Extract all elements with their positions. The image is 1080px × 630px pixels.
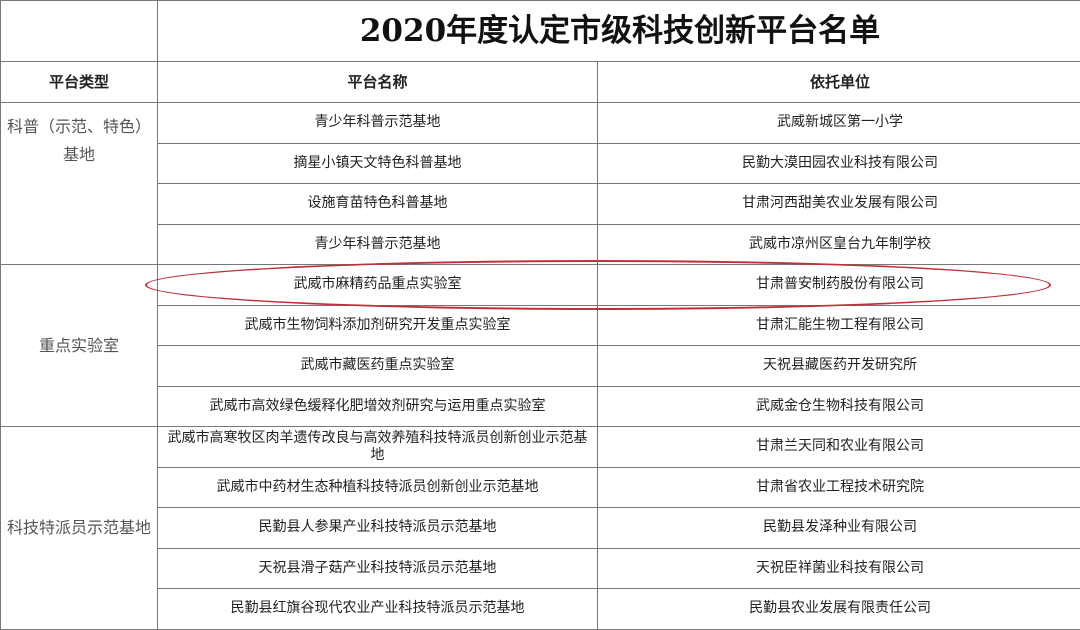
platform-name-cell: 民勤县红旗谷现代农业产业科技特派员示范基地 [158,589,598,630]
host-organization-cell: 武威市凉州区皇台九年制学校 [598,224,1080,265]
host-organization-cell: 甘肃普安制药股份有限公司 [598,265,1080,306]
table-row: 设施育苗特色科普基地甘肃河西甜美农业发展有限公司 [1,184,1080,225]
platform-name-cell: 设施育苗特色科普基地 [158,184,598,225]
host-organization-cell: 民勤县发泽种业有限公司 [598,508,1080,549]
platform-name-cell: 武威市中药材生态种植科技特派员创新创业示范基地 [158,467,598,508]
title-row: 2020年度认定市级科技创新平台名单 [1,1,1080,62]
host-organization-cell: 天祝县藏医药开发研究所 [598,346,1080,387]
platform-name-cell: 武威市生物饲料添加剂研究开发重点实验室 [158,305,598,346]
platform-name-cell: 摘星小镇天文特色科普基地 [158,143,598,184]
platform-name-cell: 天祝县滑子菇产业科技特派员示范基地 [158,548,598,589]
category-cell: 科普（示范、特色）基地 [1,103,158,265]
header-host-organization: 依托单位 [598,62,1080,103]
table-row: 天祝县滑子菇产业科技特派员示范基地天祝臣祥菌业科技有限公司 [1,548,1080,589]
host-organization-cell: 武威金仓生物科技有限公司 [598,386,1080,427]
platform-name-cell: 民勤县人参果产业科技特派员示范基地 [158,508,598,549]
platform-name-cell: 青少年科普示范基地 [158,103,598,144]
host-organization-cell: 武威新城区第一小学 [598,103,1080,144]
host-organization-cell: 甘肃汇能生物工程有限公司 [598,305,1080,346]
table-row: 武威市高效绿色缓释化肥增效剂研究与运用重点实验室武威金仓生物科技有限公司 [1,386,1080,427]
host-organization-cell: 甘肃河西甜美农业发展有限公司 [598,184,1080,225]
platform-name-cell: 武威市高寒牧区肉羊遗传改良与高效养殖科技特派员创新创业示范基地 [158,427,598,468]
host-organization-cell: 甘肃省农业工程技术研究院 [598,467,1080,508]
table-row: 摘星小镇天文特色科普基地民勤大漠田园农业科技有限公司 [1,143,1080,184]
table-row: 青少年科普示范基地武威市凉州区皇台九年制学校 [1,224,1080,265]
table-row: 武威市中药材生态种植科技特派员创新创业示范基地甘肃省农业工程技术研究院 [1,467,1080,508]
category-cell: 重点实验室 [1,265,158,427]
table-row: 民勤县人参果产业科技特派员示范基地民勤县发泽种业有限公司 [1,508,1080,549]
title-blank-cell [1,1,158,62]
platform-name-cell: 武威市藏医药重点实验室 [158,346,598,387]
category-cell: 科技特派员示范基地 [1,427,158,630]
table-row: 科普（示范、特色）基地青少年科普示范基地武威新城区第一小学 [1,103,1080,144]
host-organization-cell: 天祝臣祥菌业科技有限公司 [598,548,1080,589]
header-row: 平台类型 平台名称 依托单位 [1,62,1080,103]
header-platform-type: 平台类型 [1,62,158,103]
platform-name-cell: 青少年科普示范基地 [158,224,598,265]
table-row: 重点实验室武威市麻精药品重点实验室甘肃普安制药股份有限公司 [1,265,1080,306]
host-organization-cell: 民勤大漠田园农业科技有限公司 [598,143,1080,184]
table-row: 科技特派员示范基地武威市高寒牧区肉羊遗传改良与高效养殖科技特派员创新创业示范基地… [1,427,1080,468]
table-row: 民勤县红旗谷现代农业产业科技特派员示范基地民勤县农业发展有限责任公司 [1,589,1080,630]
host-organization-cell: 甘肃兰天同和农业有限公司 [598,427,1080,468]
platform-name-cell: 武威市高效绿色缓释化肥增效剂研究与运用重点实验室 [158,386,598,427]
document-title: 2020年度认定市级科技创新平台名单 [158,1,1080,62]
platform-name-cell: 武威市麻精药品重点实验室 [158,265,598,306]
host-organization-cell: 民勤县农业发展有限责任公司 [598,589,1080,630]
table-row: 武威市生物饲料添加剂研究开发重点实验室甘肃汇能生物工程有限公司 [1,305,1080,346]
table-row: 武威市藏医药重点实验室天祝县藏医药开发研究所 [1,346,1080,387]
header-platform-name: 平台名称 [158,62,598,103]
